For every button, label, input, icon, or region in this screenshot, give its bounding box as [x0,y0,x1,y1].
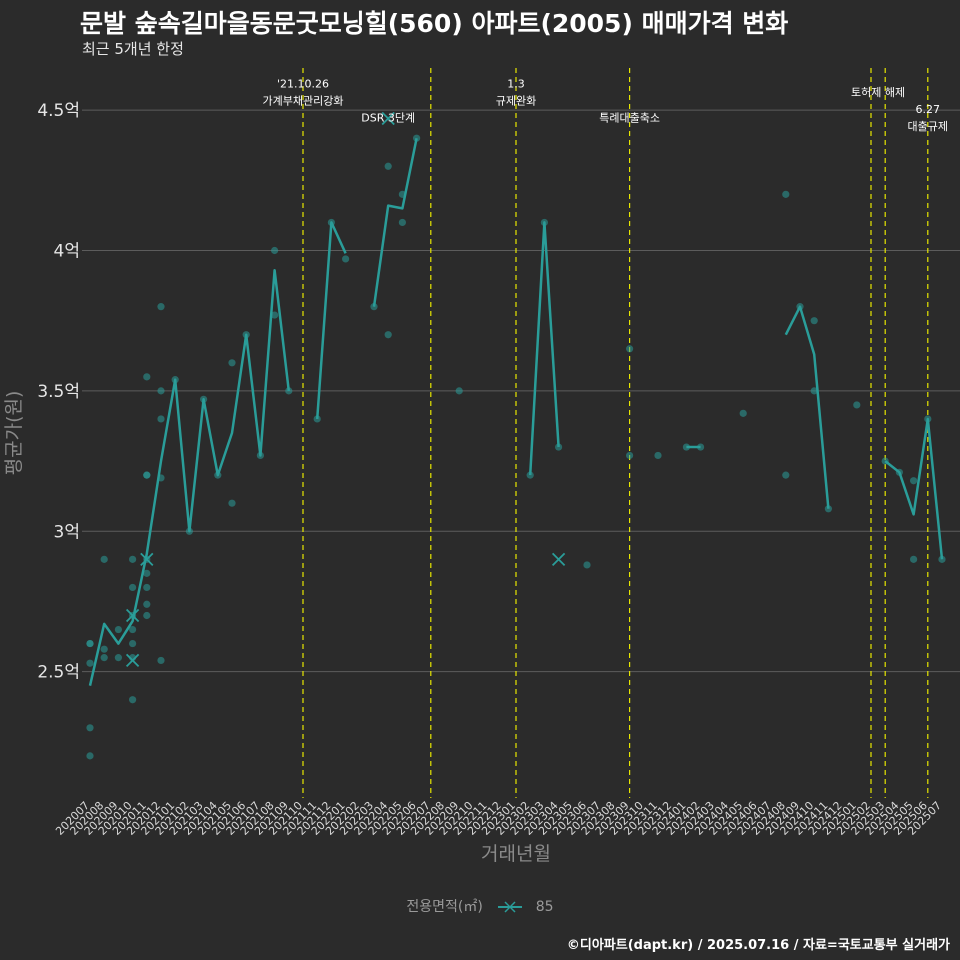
data-point [143,611,151,620]
event-annotation: 규제완화 [496,95,536,108]
data-point [157,303,165,311]
event-annotation: 가계부채관리강화 [263,95,344,108]
data-point [342,255,350,263]
series-line [528,221,560,476]
data-point [654,451,662,460]
series-line [372,137,418,307]
legend-key-icon [498,901,523,913]
cross-marker [551,552,566,566]
legend-series-label: 85 [535,899,554,915]
data-point [455,387,463,395]
cross-marker [140,552,154,566]
data-point [143,569,151,577]
data-point [143,600,151,608]
event-annotation: 대출규제 [908,120,948,133]
series-line [88,268,291,686]
data-point [86,639,94,648]
data-point [938,555,946,563]
data-point [583,561,591,569]
data-point [114,625,122,634]
data-point [100,654,108,662]
data-point [739,409,747,417]
data-point [910,555,918,563]
legend-title: 전용면적(㎡) [406,899,483,915]
data-point [413,134,421,142]
event-annotation: 토허제 해제 [851,85,905,99]
data-point [782,190,790,198]
data-point [157,387,165,395]
data-point [86,752,94,760]
event-annotation: DSR 3단계 [361,111,415,124]
data-point [129,555,137,563]
data-point [853,401,861,409]
data-point [626,345,634,353]
y-axis-title: 평균가(원) [3,391,25,476]
data-point [810,317,818,325]
event-annotation: 1.3 [507,78,525,91]
data-point [129,696,137,704]
data-point [526,471,534,479]
data-point [398,218,406,227]
y-tick-label: 3억 [54,522,80,542]
event-annotation: 특례대출축소 [599,111,660,124]
y-tick-label: 4.5억 [37,101,80,121]
legend: 전용면적(㎡) 85 [0,896,960,916]
data-point [143,471,151,479]
data-point [86,659,94,667]
cross-marker [125,653,140,668]
event-annotation: 6.27 [916,103,941,116]
y-tick-label: 4억 [54,242,80,262]
data-point [114,654,122,662]
data-point [129,583,137,592]
series-line [784,305,830,509]
data-point [143,373,151,381]
data-point [384,331,392,339]
series-line [315,221,347,420]
data-point [910,477,918,485]
series-line [884,417,944,560]
data-point [271,246,279,255]
data-point [271,311,279,319]
cross-marker [381,111,395,126]
data-point [100,645,108,653]
data-point [228,359,236,367]
data-point [143,583,151,592]
chart-title: 문발 숲속길마을동문굿모닝힐(560) 아파트(2005) 매매가격 변화 [80,9,789,38]
data-point [129,639,137,648]
data-point [384,162,392,170]
cross-marker [125,608,140,623]
y-tick-label: 2.5억 [37,663,80,683]
data-point [824,505,833,513]
data-point [129,625,137,634]
chart-subtitle: 최근 5개년 한정 [82,40,184,58]
data-point [228,499,236,507]
data-point [86,724,94,732]
event-annotation: '21.10.26 [277,78,329,91]
source-caption: ©디아파트(dapt.kr) / 2025.07.16 / 자료=국토교통부 실… [566,938,950,953]
data-point [157,656,165,665]
data-point [810,387,818,395]
data-point [555,443,563,451]
x-axis-title: 거래년월 [481,843,551,865]
data-point [782,471,790,479]
data-point [100,555,108,563]
data-point [626,451,634,460]
y-tick-label: 3.5억 [37,382,80,402]
data-point [157,415,165,423]
